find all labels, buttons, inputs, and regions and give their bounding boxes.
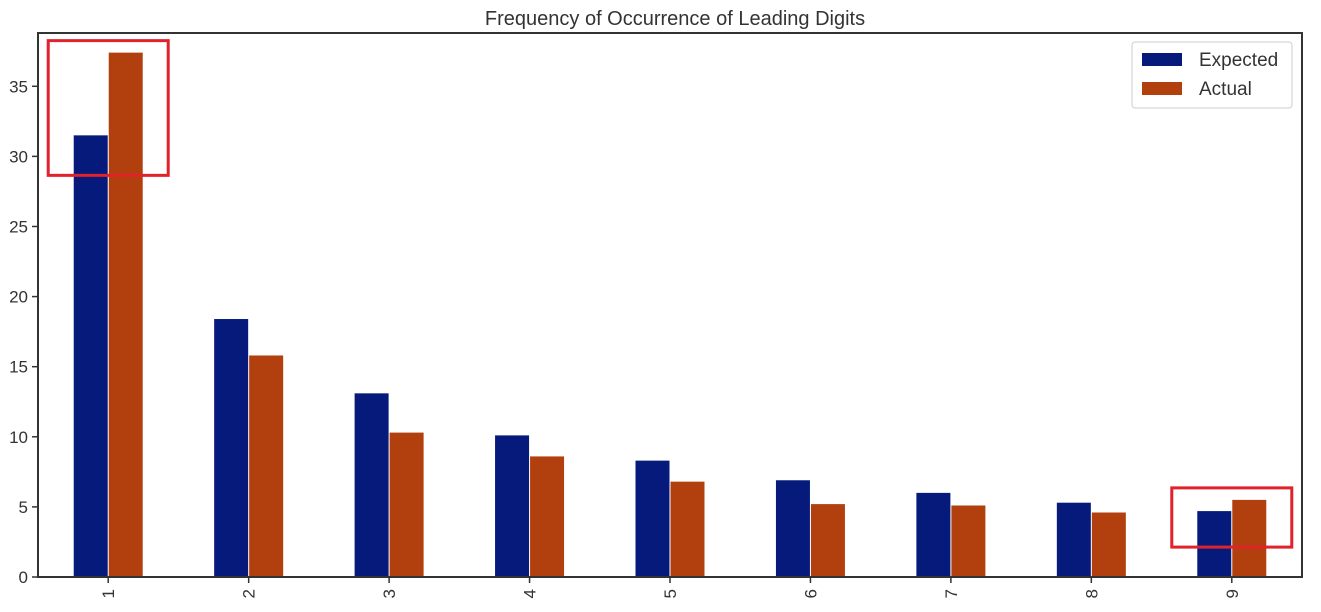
legend-label-actual: Actual [1199, 79, 1252, 100]
x-axis: 1 2 3 4 5 6 7 8 9 [99, 577, 1242, 598]
bar-expected-4 [495, 435, 530, 577]
y-tick-label: 35 [9, 77, 28, 96]
legend: Expected Actual [1131, 41, 1293, 109]
y-tick-label: 20 [9, 288, 28, 307]
highlight-box-1 [46, 39, 170, 177]
x-tick-label: 3 [380, 589, 399, 598]
bar-expected-3 [354, 393, 389, 577]
x-tick-label: 7 [942, 589, 961, 598]
bar-expected-1 [73, 135, 108, 577]
plot-frame [37, 32, 1303, 578]
legend-swatch-expected [1142, 53, 1182, 66]
bar-expected-6 [775, 480, 810, 577]
x-tick-label: 6 [801, 589, 820, 598]
bar-actual-7 [951, 505, 986, 577]
y-tick-label: 0 [19, 568, 28, 587]
legend-label-expected: Expected [1199, 50, 1278, 71]
bar-actual-3 [389, 432, 424, 577]
x-tick-label: 2 [240, 589, 259, 598]
y-tick-label: 15 [9, 358, 28, 377]
bars-group [73, 52, 1267, 578]
bar-actual-8 [1091, 512, 1126, 577]
highlight-boxes [46, 39, 1294, 549]
highlight-box-9 [1170, 486, 1294, 549]
legend-swatch-actual [1142, 82, 1182, 95]
bar-actual-2 [249, 355, 284, 577]
y-tick-label: 10 [9, 428, 28, 447]
bar-expected-2 [214, 319, 249, 577]
y-axis: 0 5 10 15 20 25 30 35 [9, 77, 38, 587]
y-tick-label: 30 [9, 147, 28, 166]
bar-expected-8 [1056, 502, 1091, 577]
bar-actual-1 [108, 52, 143, 578]
y-tick-label: 5 [19, 498, 28, 517]
bar-actual-5 [670, 481, 705, 577]
bar-expected-9 [1197, 511, 1232, 577]
bar-actual-9 [1232, 499, 1267, 577]
bar-expected-5 [635, 460, 670, 577]
bar-actual-4 [530, 456, 565, 577]
chart-title: Frequency of Occurrence of Leading Digit… [485, 8, 865, 30]
bar-expected-7 [916, 492, 951, 577]
x-tick-label: 1 [99, 589, 118, 598]
x-tick-label: 9 [1223, 589, 1242, 598]
y-tick-label: 25 [9, 217, 28, 236]
bar-actual-6 [810, 504, 845, 577]
x-tick-label: 8 [1082, 589, 1101, 598]
x-tick-label: 5 [661, 589, 680, 598]
x-tick-label: 4 [521, 589, 540, 598]
